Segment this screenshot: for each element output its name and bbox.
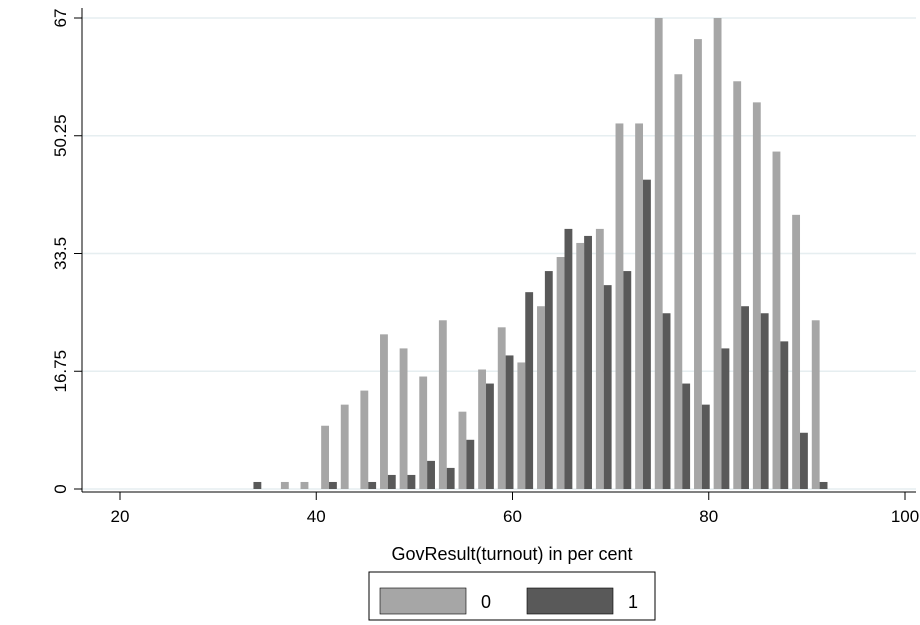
bar-series-0 xyxy=(713,18,722,489)
bar-series-1 xyxy=(427,460,435,489)
bar-series-0 xyxy=(595,228,604,490)
y-tick-label: 67 xyxy=(51,9,70,28)
y-tick-label: 50.25 xyxy=(51,114,70,157)
bar-series-0 xyxy=(360,390,369,489)
bar-series-0 xyxy=(380,334,388,489)
y-tick-label: 0 xyxy=(51,484,70,493)
legend-swatch-0 xyxy=(379,587,467,615)
bar-series-1 xyxy=(662,313,671,489)
bar-series-0 xyxy=(733,81,742,490)
y-tick-label: 33.5 xyxy=(51,237,70,270)
bar-series-1 xyxy=(544,271,553,489)
bar-series-1 xyxy=(368,481,377,489)
bar-series-1 xyxy=(466,439,475,489)
legend-label-0: 0 xyxy=(481,592,491,612)
bar-series-0 xyxy=(280,481,289,489)
bar-series-0 xyxy=(635,123,644,490)
bar-series-1 xyxy=(701,404,710,489)
x-tick-label: 60 xyxy=(503,507,522,526)
bar-series-1 xyxy=(603,285,612,489)
bar-series-0 xyxy=(674,74,683,490)
bar-series-1 xyxy=(780,341,789,489)
bar-series-1 xyxy=(800,432,808,489)
bar-series-0 xyxy=(438,320,447,489)
bar-series-1 xyxy=(819,481,828,489)
bar-series-0 xyxy=(458,411,467,489)
bar-series-0 xyxy=(300,481,309,489)
bar-series-0 xyxy=(321,425,330,489)
bar-series-0 xyxy=(517,362,526,489)
bar-series-1 xyxy=(329,481,337,489)
bar-series-1 xyxy=(741,306,749,489)
y-ticks: 0 16.75 33.5 50.25 67 xyxy=(51,9,82,494)
bar-series-0 xyxy=(576,242,585,489)
x-ticks: 20 40 60 80 100 xyxy=(111,492,919,526)
y-tick-label: 16.75 xyxy=(51,350,70,393)
bar-series-1 xyxy=(505,355,514,489)
x-tick-label: 20 xyxy=(111,507,130,526)
bar-series-0 xyxy=(615,123,624,490)
bar-series-1 xyxy=(682,383,691,489)
legend: 0 1 xyxy=(368,571,656,621)
bar-series-0 xyxy=(537,306,545,489)
x-axis-title: GovResult(turnout) in per cent xyxy=(391,544,632,564)
bar-series-1 xyxy=(623,271,632,489)
bar-series-1 xyxy=(446,467,455,489)
legend-swatch-1 xyxy=(526,587,614,615)
legend-label-1: 1 xyxy=(628,592,638,612)
bar-series-1 xyxy=(387,474,396,489)
bar-series-0 xyxy=(340,404,349,489)
bar-series-0 xyxy=(419,376,428,489)
bar-series-0 xyxy=(478,369,487,489)
bar-series-0 xyxy=(811,320,820,489)
bar-series-0 xyxy=(654,18,663,489)
x-tick-label: 40 xyxy=(307,507,326,526)
bar-series-0 xyxy=(694,39,702,490)
bar-series-0 xyxy=(556,257,565,489)
bar-series-0 xyxy=(497,327,506,489)
x-tick-label: 100 xyxy=(891,507,919,526)
bar-series-1 xyxy=(721,348,730,489)
bar-series-0 xyxy=(792,214,801,489)
bar-series-1 xyxy=(760,313,769,489)
bar-series-1 xyxy=(643,179,651,489)
bar-series-1 xyxy=(486,383,494,489)
bar-series-0 xyxy=(399,348,408,489)
axes xyxy=(81,8,916,493)
bar-series-1 xyxy=(407,474,416,489)
bar-series-0 xyxy=(772,151,781,489)
bar-series-0 xyxy=(752,102,761,489)
bar-series-1 xyxy=(584,235,592,489)
bar-series-1 xyxy=(564,228,573,490)
x-tick-label: 80 xyxy=(699,507,718,526)
bars xyxy=(253,18,828,490)
bar-series-1 xyxy=(525,292,534,489)
bar-series-1 xyxy=(253,481,262,489)
